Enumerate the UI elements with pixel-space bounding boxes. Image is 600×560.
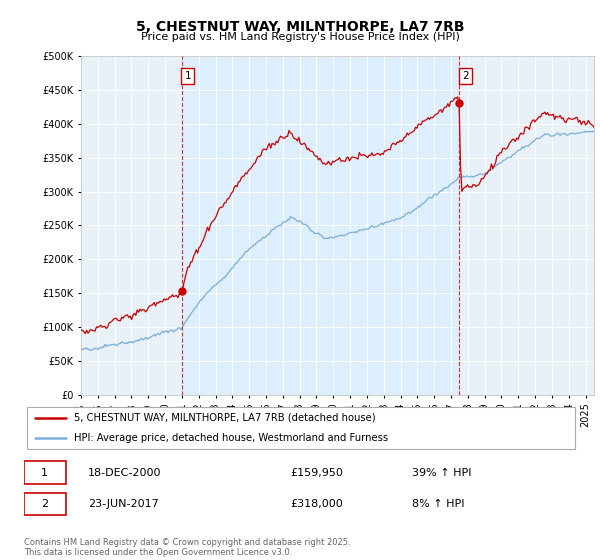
Text: 1: 1 xyxy=(41,468,48,478)
Text: £159,950: £159,950 xyxy=(290,468,343,478)
FancyBboxPatch shape xyxy=(24,493,65,515)
Text: £318,000: £318,000 xyxy=(290,499,343,509)
Text: 1: 1 xyxy=(184,71,191,81)
Text: Price paid vs. HM Land Registry's House Price Index (HPI): Price paid vs. HM Land Registry's House … xyxy=(140,32,460,43)
Text: 2: 2 xyxy=(41,499,48,509)
Text: 5, CHESTNUT WAY, MILNTHORPE, LA7 7RB (detached house): 5, CHESTNUT WAY, MILNTHORPE, LA7 7RB (de… xyxy=(74,413,376,423)
Text: 39% ↑ HPI: 39% ↑ HPI xyxy=(413,468,472,478)
Text: 2: 2 xyxy=(462,71,469,81)
Text: HPI: Average price, detached house, Westmorland and Furness: HPI: Average price, detached house, West… xyxy=(74,433,388,443)
FancyBboxPatch shape xyxy=(24,461,65,484)
Bar xyxy=(182,56,460,395)
Text: 18-DEC-2000: 18-DEC-2000 xyxy=(88,468,161,478)
FancyBboxPatch shape xyxy=(27,407,575,449)
Text: Contains HM Land Registry data © Crown copyright and database right 2025.
This d: Contains HM Land Registry data © Crown c… xyxy=(24,538,350,557)
Text: 8% ↑ HPI: 8% ↑ HPI xyxy=(413,499,465,509)
Text: 23-JUN-2017: 23-JUN-2017 xyxy=(88,499,158,509)
Text: 5, CHESTNUT WAY, MILNTHORPE, LA7 7RB: 5, CHESTNUT WAY, MILNTHORPE, LA7 7RB xyxy=(136,20,464,34)
